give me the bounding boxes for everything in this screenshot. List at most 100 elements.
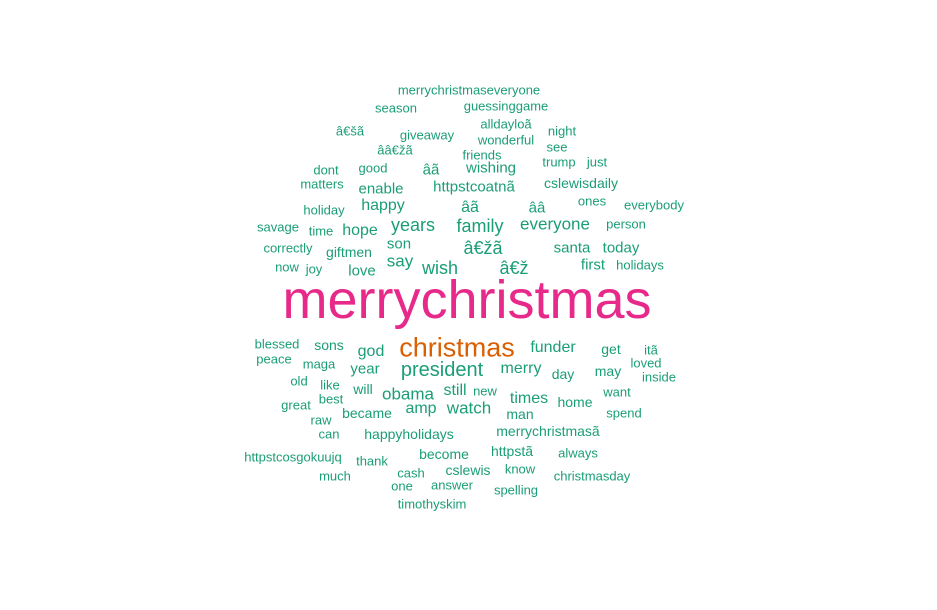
word-loved: loved	[630, 355, 662, 371]
word-first: first	[580, 256, 606, 274]
word-symbol: â€šã	[335, 123, 365, 139]
word-president: president	[400, 359, 484, 381]
word-happy: happy	[361, 197, 405, 214]
word-see: see	[546, 139, 568, 155]
word-httpstcosgokuujq: httpstcosgokuujq	[244, 449, 342, 465]
word-everybody: everybody	[624, 197, 684, 213]
word-httpstcoatn: httpstcoatnã	[433, 178, 515, 196]
word-sons: sons	[314, 337, 344, 353]
word-matters: matters	[300, 176, 344, 192]
word-know: know	[504, 461, 536, 477]
word-timothyskim: timothyskim	[397, 496, 467, 512]
word-became: became	[342, 405, 392, 421]
word-dont: dont	[313, 162, 339, 178]
word-giftmen: giftmen	[326, 244, 372, 260]
word-son: son	[386, 235, 412, 253]
word-family: family	[456, 216, 504, 236]
word-new: new	[473, 383, 497, 399]
word-today: today	[602, 239, 640, 257]
word-god: god	[357, 343, 385, 360]
word-everyone: everyone	[520, 214, 590, 234]
word-get: get	[601, 341, 621, 357]
word-symbol: âã	[461, 199, 479, 216]
word-one: one	[391, 478, 413, 494]
word-still: still	[443, 382, 467, 399]
word-joy: joy	[305, 261, 323, 277]
word-may: may	[594, 363, 622, 379]
word-now: now	[275, 259, 299, 275]
word-symbol: ââ	[528, 199, 546, 217]
word-want: want	[603, 384, 631, 400]
word-symbol: â€žã	[463, 238, 503, 258]
word-love: love	[348, 262, 376, 280]
word-it: itã	[644, 342, 658, 358]
word-symbol: âã	[422, 161, 440, 179]
word-maga: maga	[302, 356, 336, 372]
word-become: become	[419, 446, 469, 462]
word-holidays: holidays	[616, 257, 664, 273]
word-peace: peace	[256, 351, 292, 367]
word-good: good	[358, 160, 388, 176]
word-guessinggame: guessinggame	[463, 98, 549, 114]
word-hope: hope	[342, 222, 378, 239]
word-blessed: blessed	[254, 336, 300, 352]
word-ones: ones	[577, 193, 607, 209]
word-home: home	[557, 394, 593, 410]
word-year: year	[350, 360, 380, 378]
word-savage: savage	[257, 219, 299, 235]
word-season: season	[375, 100, 417, 116]
word-time: time	[308, 223, 334, 239]
word-day: day	[551, 366, 575, 382]
word-wonderful: wonderful	[477, 132, 535, 148]
word-symbol: ââ€žã	[377, 142, 413, 158]
word-wish: wish	[421, 258, 459, 278]
word-night: night	[547, 123, 577, 139]
word-raw: raw	[310, 412, 332, 428]
word-merrychristmas: merrychristmas	[282, 270, 652, 330]
word-merrychristmas: merrychristmasã	[496, 423, 600, 439]
word-thank: thank	[356, 453, 388, 469]
word-years: years	[390, 215, 436, 235]
word-much: much	[319, 468, 351, 484]
word-trump: trump	[542, 154, 576, 170]
word-great: great	[281, 397, 311, 413]
word-obama: obama	[382, 384, 434, 404]
word-cash: cash	[397, 465, 425, 481]
word-answer: answer	[431, 477, 473, 493]
word-watch: watch	[446, 398, 492, 418]
word-wishing: wishing	[465, 159, 517, 177]
word-enable: enable	[358, 180, 404, 198]
word-christmasday: christmasday	[553, 468, 631, 484]
word-spend: spend	[606, 405, 642, 421]
word-inside: inside	[642, 369, 676, 385]
word-spelling: spelling	[493, 482, 539, 498]
word-santa: santa	[553, 239, 591, 257]
word-times: times	[509, 390, 549, 407]
word-cslewis: cslewis	[445, 462, 491, 478]
word-httpst: httpstã	[490, 443, 534, 459]
word-old: old	[290, 373, 308, 389]
word-like: like	[320, 377, 340, 393]
word-best: best	[318, 391, 344, 407]
word-say: say	[386, 251, 414, 271]
word-symbol: â€ž	[499, 258, 529, 278]
word-can: can	[318, 426, 340, 442]
word-merry: merry	[500, 360, 542, 377]
word-correctly: correctly	[263, 240, 313, 256]
word-friends: friends	[462, 147, 502, 163]
word-will: will	[353, 381, 373, 397]
word-giveaway: giveaway	[399, 127, 455, 143]
word-amp: amp	[405, 400, 437, 417]
word-always: always	[558, 445, 598, 461]
word-happyholidays: happyholidays	[364, 426, 454, 442]
word-cslewisdaily: cslewisdaily	[544, 175, 618, 191]
word-man: man	[506, 406, 534, 422]
word-merrychristmaseveryone: merrychristmaseveryone	[397, 82, 541, 98]
word-alldaylo: alldayloã	[480, 116, 532, 132]
word-just: just	[586, 154, 608, 170]
word-funder: funder	[530, 339, 576, 356]
word-person: person	[606, 216, 646, 232]
word-christmas: christmas	[399, 332, 515, 363]
word-holiday: holiday	[303, 202, 345, 218]
